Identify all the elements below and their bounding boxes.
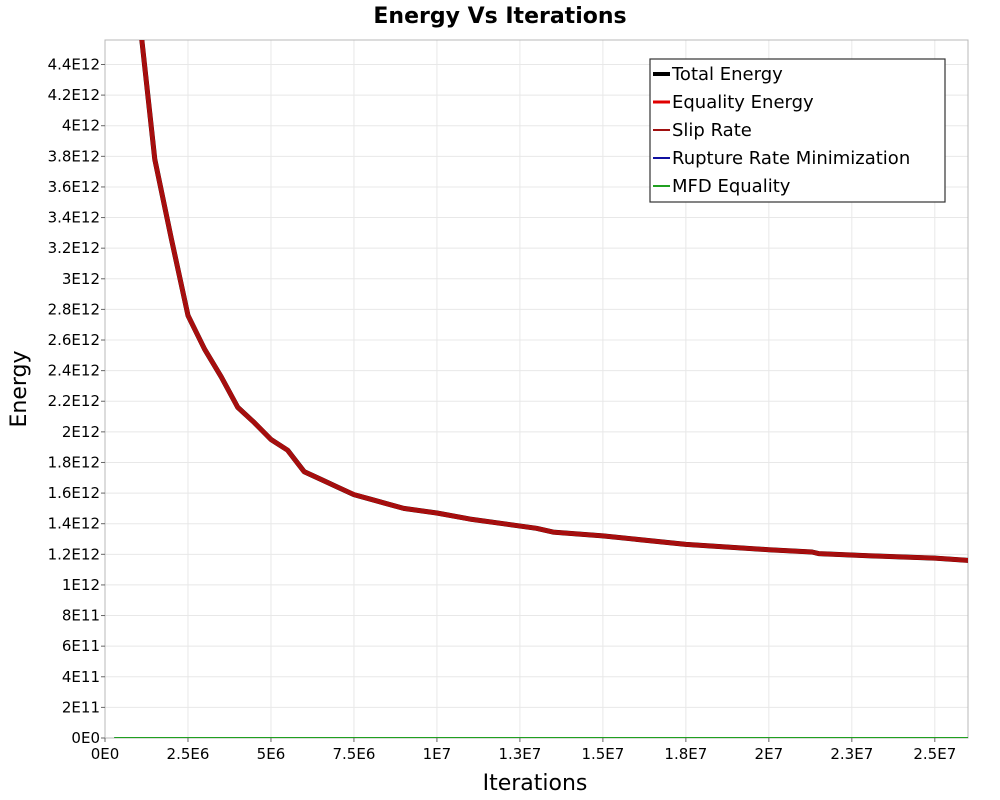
legend: Total Energy Equality Energy Slip Rate Rupt… xyxy=(649,58,946,203)
y-tick-label: 1.6E12 xyxy=(48,484,100,502)
y-tick-label: 1E12 xyxy=(62,576,100,594)
y-tick-label: 2E11 xyxy=(62,698,100,716)
legend-label: Rupture Rate Minimization xyxy=(672,148,910,169)
x-tick-label: 1E7 xyxy=(423,745,452,763)
y-tick-label: 2.4E12 xyxy=(48,362,100,380)
y-tick-label: 4.2E12 xyxy=(48,86,100,104)
y-axis-ticks: 0E0 2E11 4E11 6E11 8E11 1E12 1.2E12 1.4E12 1.6E1… xyxy=(48,55,105,747)
y-tick-label: 2E12 xyxy=(62,423,100,441)
series-line-slip-rate xyxy=(140,40,968,563)
legend-label: Total Energy xyxy=(671,64,783,85)
y-tick-label: 0E0 xyxy=(71,729,100,747)
x-tick-label: 1.5E7 xyxy=(581,745,624,763)
x-tick-label: 2E7 xyxy=(755,745,784,763)
y-axis-label: Energy xyxy=(7,350,32,427)
legend-label: Equality Energy xyxy=(672,92,814,113)
legend-label: Slip Rate xyxy=(672,120,752,141)
y-tick-label: 1.4E12 xyxy=(48,515,100,533)
y-tick-label: 3E12 xyxy=(62,270,100,288)
x-tick-label: 7.5E6 xyxy=(332,745,375,763)
x-tick-label: 1.3E7 xyxy=(498,745,541,763)
chart-title: Energy Vs Iterations xyxy=(373,4,626,29)
y-tick-label: 3.6E12 xyxy=(48,178,100,196)
y-tick-label: 3.4E12 xyxy=(48,209,100,227)
y-tick-label: 4.4E12 xyxy=(48,55,100,73)
y-tick-label: 8E11 xyxy=(62,607,100,625)
legend-box xyxy=(649,58,946,203)
y-tick-label: 2.8E12 xyxy=(48,300,100,318)
y-tick-label: 6E11 xyxy=(62,637,100,655)
y-tick-label: 1.8E12 xyxy=(48,453,100,471)
y-tick-label: 3.8E12 xyxy=(48,147,100,165)
x-tick-label: 1.8E7 xyxy=(664,745,707,763)
x-tick-label: 5E6 xyxy=(257,745,286,763)
y-tick-label: 2.6E12 xyxy=(48,331,100,349)
x-tick-label: 0E0 xyxy=(91,745,120,763)
y-tick-label: 1.2E12 xyxy=(48,545,100,563)
series-lines xyxy=(114,40,968,738)
x-axis-ticks: 0E0 2.5E6 5E6 7.5E6 1E7 1.3E7 1.5E7 1.8E7 2E7 2.3… xyxy=(91,738,956,763)
y-tick-label: 4E11 xyxy=(62,668,100,686)
y-tick-label: 2.2E12 xyxy=(48,392,100,410)
y-tick-label: 3.2E12 xyxy=(48,239,100,257)
x-tick-label: 2.5E6 xyxy=(167,745,210,763)
x-tick-label: 2.5E7 xyxy=(913,745,956,763)
x-tick-label: 2.3E7 xyxy=(830,745,873,763)
x-axis-label: Iterations xyxy=(483,771,588,796)
legend-label: MFD Equality xyxy=(672,176,791,197)
y-tick-label: 4E12 xyxy=(62,117,100,135)
